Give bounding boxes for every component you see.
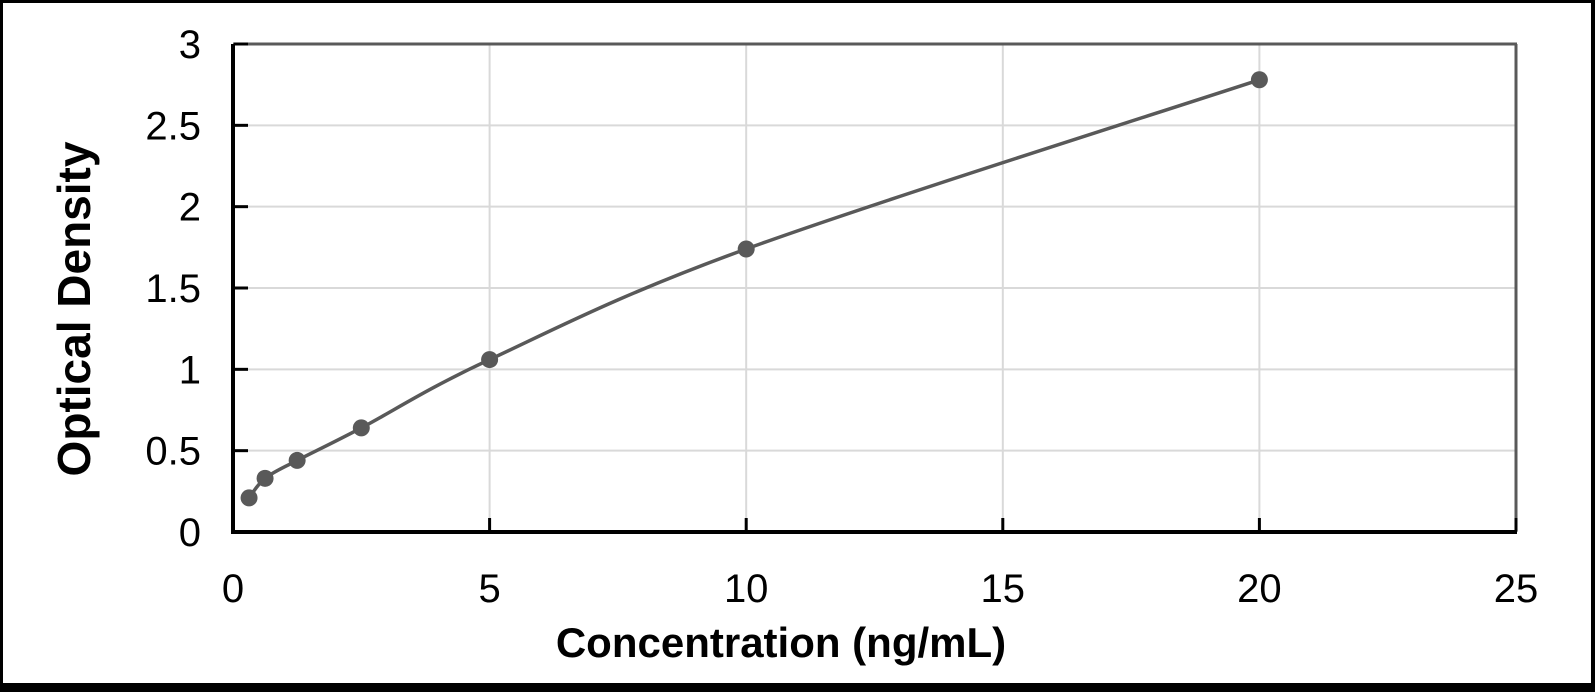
y-tick-label: 1.5 [145, 267, 201, 311]
y-tick-label: 3 [179, 23, 201, 67]
y-axis-title: Optical Density [48, 141, 100, 477]
y-tick-label: 0.5 [145, 430, 201, 474]
y-tick-label: 0 [179, 511, 201, 555]
data-point-marker [737, 240, 755, 258]
x-axis-title: Concentration (ng/mL) [555, 619, 1007, 666]
data-point-marker [240, 489, 258, 507]
data-point-marker [288, 451, 306, 469]
data-point-marker [352, 419, 370, 437]
data-point-marker [1250, 71, 1268, 89]
chart-canvas: 0 0.5 1 1.5 2 2.5 3 0 5 10 15 20 25 [145, 23, 1539, 611]
x-tick-label: 0 [222, 567, 244, 611]
x-tick-label: 5 [478, 567, 500, 611]
y-tick-label: 2.5 [145, 104, 201, 148]
data-point-marker [256, 469, 274, 487]
x-tick-label: 10 [724, 567, 769, 611]
x-tick-label: 15 [981, 567, 1026, 611]
y-tick-label: 1 [179, 348, 201, 392]
y-tick-label: 2 [179, 186, 201, 230]
data-point-marker [481, 351, 499, 369]
x-tick-label: 25 [1494, 567, 1539, 611]
x-tick-label: 20 [1237, 567, 1282, 611]
